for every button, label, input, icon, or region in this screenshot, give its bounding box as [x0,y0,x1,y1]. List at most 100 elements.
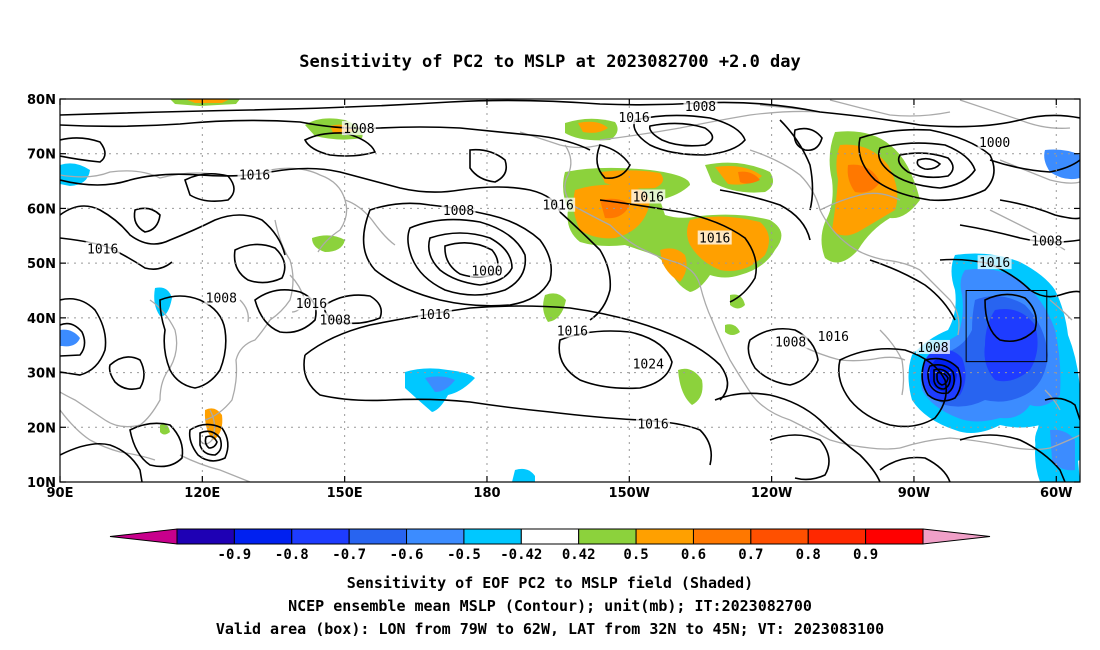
colorbar-label: 0.42 [562,547,596,563]
contour-label: 1016 [87,242,118,257]
contour-label: 1016 [633,190,664,205]
contour-label-bg [341,121,376,136]
contour-label: 1000 [471,264,502,279]
colorbar-upper-extension [922,528,991,545]
contour-label-bg [617,110,652,125]
contour-label-bg [636,416,671,431]
contour-label: 1008 [320,314,351,329]
lon-tick-label: 120E [184,486,220,501]
colorbar: -0.9 -0.8 -0.7 -0.6 -0.5 -0.42 0.42 0.5 0.6 0.7 0.… [109,528,991,563]
contour-label-bg [417,307,452,322]
lat-tick-label: 30N [27,367,56,382]
contour-label-bg [294,296,329,311]
colorbar-lower-extension [109,528,178,545]
contour-label: 1024 [633,357,664,372]
contour-label: 1016 [419,308,450,323]
contour-label-bg [204,290,239,305]
contour-label: 1016 [637,418,668,433]
colorbar-swatch [291,528,350,545]
contour-label: 1008 [1031,234,1062,249]
map-background [60,99,1080,482]
lat-tick-label: 50N [27,257,56,272]
lat-tick-label: 60N [27,202,56,217]
contour-label: 1016 [239,169,270,184]
colorbar-swatch [176,528,235,545]
lon-tick-label: 60W [1040,486,1072,501]
colorbar-swatch [807,528,867,545]
contour-label-bg [915,339,950,354]
colorbar-label: 0.6 [681,547,706,563]
caption-line-2: NCEP ensemble mean MSLP (Contour); unit(… [288,597,812,615]
contour-label-bg [1029,233,1064,248]
contour-label: 1008 [685,100,716,115]
colorbar-label: -0.7 [332,547,366,563]
contour-label-bg [683,99,718,114]
contour-label-bg [816,329,851,344]
contour-label: 1016 [699,232,730,247]
colorbar-swatch [692,528,752,545]
contour-label: 1008 [343,122,374,137]
axis-ticks: 90E 120E 150E 180 150W 120W 90W 60W 80N 70N 60N 50N… [27,93,1080,501]
colorbar-label: 0.9 [853,547,878,563]
lat-tick-label: 10N [27,476,56,491]
negative-sensitivity-shading [60,149,1080,482]
contour-label-bg [697,230,732,245]
contour-label-bg [555,323,590,338]
contour-label: 1016 [542,199,573,214]
lon-tick-label: 150W [609,486,650,501]
contour-label-bg [977,255,1012,270]
contour-label-bg [773,334,808,349]
colorbar-swatch [520,528,580,545]
colorbar-label: -0.5 [447,547,481,563]
colorbar-label: 0.5 [623,547,648,563]
colorbar-swatch [865,528,924,545]
contour-label: 1016 [618,111,649,126]
colorbar-swatch [635,528,694,545]
contour-label: 1008 [443,204,474,219]
positive-sensitivity-shading [160,99,920,440]
colorbar-swatch [233,528,293,545]
colorbar-swatch [406,528,465,545]
caption-line-1: Sensitivity of EOF PC2 to MSLP field (Sh… [347,574,753,592]
colorbar-label: 0.8 [796,547,821,563]
lon-tick-label: 90E [47,486,74,501]
contour-labels: 1016 1008 1008 1000 1016 1016 1008 1016 1016 1016… [85,99,1064,433]
contour-label-bg [237,167,272,182]
contour-label: 1016 [979,256,1010,271]
colorbar-label: -0.9 [218,547,252,563]
valid-area-box [965,290,1048,363]
coastlines [60,99,1080,482]
colorbar-label: -0.6 [390,547,424,563]
map-frame [59,98,1081,483]
contour-label-bg [318,312,353,327]
lon-tick-label: 120W [751,486,792,501]
contour-label-bg [85,241,120,256]
lon-tick-label: 180 [473,486,500,501]
contour-label-bg [541,197,576,212]
contour-label-bg [469,263,504,278]
map-panel: 1016 1008 1008 1000 1016 1016 1008 1016 1016 1016… [27,93,1081,501]
gridlines [60,99,1080,482]
colorbar-swatch [750,528,809,545]
lat-tick-label: 20N [27,421,56,436]
colorbar-swatch [348,528,408,545]
lon-tick-label: 90W [898,486,930,501]
contour-label: 1016 [818,330,849,345]
lon-tick-label: 150E [327,486,363,501]
chart-title: Sensitivity of PC2 to MSLP at 2023082700… [299,52,801,72]
colorbar-swatch [463,528,522,545]
contour-label: 1016 [296,297,327,312]
colorbar-swatch [578,528,637,545]
lat-tick-label: 80N [27,93,56,108]
contour-label: 1000 [979,136,1010,151]
caption-line-3: Valid area (box): LON from 79W to 62W, L… [216,620,884,638]
colorbar-label: -0.8 [275,547,309,563]
contour-label: 1008 [206,292,237,307]
contour-label: 1008 [917,341,948,356]
contour-label-bg [631,356,666,371]
contour-label-bg [441,203,476,218]
contour-label-bg [631,189,666,204]
colorbar-label: 0.7 [738,547,763,563]
lat-tick-label: 40N [27,312,56,327]
